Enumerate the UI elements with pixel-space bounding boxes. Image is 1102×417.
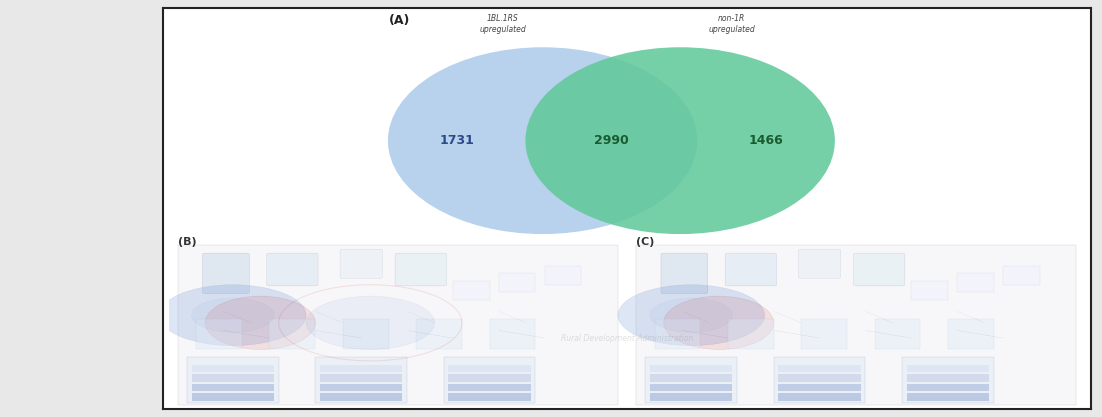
FancyBboxPatch shape: [177, 245, 618, 404]
FancyBboxPatch shape: [203, 253, 249, 294]
Text: (B): (B): [177, 237, 196, 247]
Circle shape: [306, 296, 434, 349]
FancyBboxPatch shape: [655, 319, 701, 349]
FancyBboxPatch shape: [449, 365, 531, 372]
Ellipse shape: [526, 47, 835, 234]
FancyBboxPatch shape: [489, 319, 536, 349]
FancyBboxPatch shape: [315, 357, 407, 403]
FancyBboxPatch shape: [449, 393, 531, 401]
FancyBboxPatch shape: [444, 357, 536, 403]
FancyBboxPatch shape: [958, 273, 994, 292]
FancyBboxPatch shape: [854, 253, 905, 286]
FancyBboxPatch shape: [343, 319, 389, 349]
Text: Rural Development Administration: Rural Development Administration: [561, 334, 693, 342]
FancyBboxPatch shape: [499, 273, 536, 292]
FancyBboxPatch shape: [267, 253, 318, 286]
FancyBboxPatch shape: [650, 393, 733, 401]
FancyBboxPatch shape: [646, 357, 737, 403]
FancyBboxPatch shape: [449, 384, 531, 391]
FancyBboxPatch shape: [187, 357, 279, 403]
FancyBboxPatch shape: [320, 374, 402, 382]
FancyBboxPatch shape: [778, 365, 861, 372]
FancyBboxPatch shape: [270, 319, 315, 349]
FancyBboxPatch shape: [774, 357, 865, 403]
Ellipse shape: [663, 296, 774, 349]
FancyBboxPatch shape: [417, 319, 462, 349]
FancyBboxPatch shape: [799, 249, 841, 278]
FancyBboxPatch shape: [801, 319, 847, 349]
Text: non-1R
upregulated: non-1R upregulated: [709, 14, 755, 34]
FancyBboxPatch shape: [907, 365, 990, 372]
FancyBboxPatch shape: [192, 393, 274, 401]
FancyBboxPatch shape: [320, 393, 402, 401]
Circle shape: [618, 285, 765, 346]
Text: 1731: 1731: [440, 134, 474, 147]
Circle shape: [192, 298, 274, 332]
FancyBboxPatch shape: [650, 374, 733, 382]
FancyBboxPatch shape: [650, 365, 733, 372]
FancyBboxPatch shape: [341, 249, 382, 278]
FancyBboxPatch shape: [725, 253, 777, 286]
FancyBboxPatch shape: [192, 365, 274, 372]
FancyBboxPatch shape: [449, 374, 531, 382]
FancyBboxPatch shape: [453, 281, 489, 300]
FancyBboxPatch shape: [778, 384, 861, 391]
Text: (C): (C): [636, 237, 655, 247]
FancyBboxPatch shape: [907, 374, 990, 382]
FancyBboxPatch shape: [948, 319, 994, 349]
FancyBboxPatch shape: [903, 357, 994, 403]
FancyBboxPatch shape: [636, 245, 1077, 404]
FancyBboxPatch shape: [320, 365, 402, 372]
FancyBboxPatch shape: [911, 281, 948, 300]
FancyBboxPatch shape: [778, 374, 861, 382]
FancyBboxPatch shape: [320, 384, 402, 391]
FancyBboxPatch shape: [396, 253, 446, 286]
FancyBboxPatch shape: [907, 384, 990, 391]
FancyBboxPatch shape: [1003, 266, 1039, 285]
FancyBboxPatch shape: [907, 393, 990, 401]
FancyBboxPatch shape: [875, 319, 920, 349]
Ellipse shape: [388, 47, 698, 234]
Text: (A): (A): [389, 14, 410, 27]
FancyBboxPatch shape: [728, 319, 774, 349]
Circle shape: [160, 285, 306, 346]
FancyBboxPatch shape: [778, 393, 861, 401]
FancyBboxPatch shape: [192, 384, 274, 391]
Circle shape: [650, 298, 733, 332]
FancyBboxPatch shape: [196, 319, 242, 349]
Ellipse shape: [205, 296, 315, 349]
Text: 2990: 2990: [594, 134, 629, 147]
Text: 1466: 1466: [748, 134, 784, 147]
FancyBboxPatch shape: [661, 253, 707, 294]
Text: 1BL.1RS
upregulated: 1BL.1RS upregulated: [479, 14, 526, 34]
FancyBboxPatch shape: [544, 266, 581, 285]
FancyBboxPatch shape: [192, 374, 274, 382]
FancyBboxPatch shape: [650, 384, 733, 391]
